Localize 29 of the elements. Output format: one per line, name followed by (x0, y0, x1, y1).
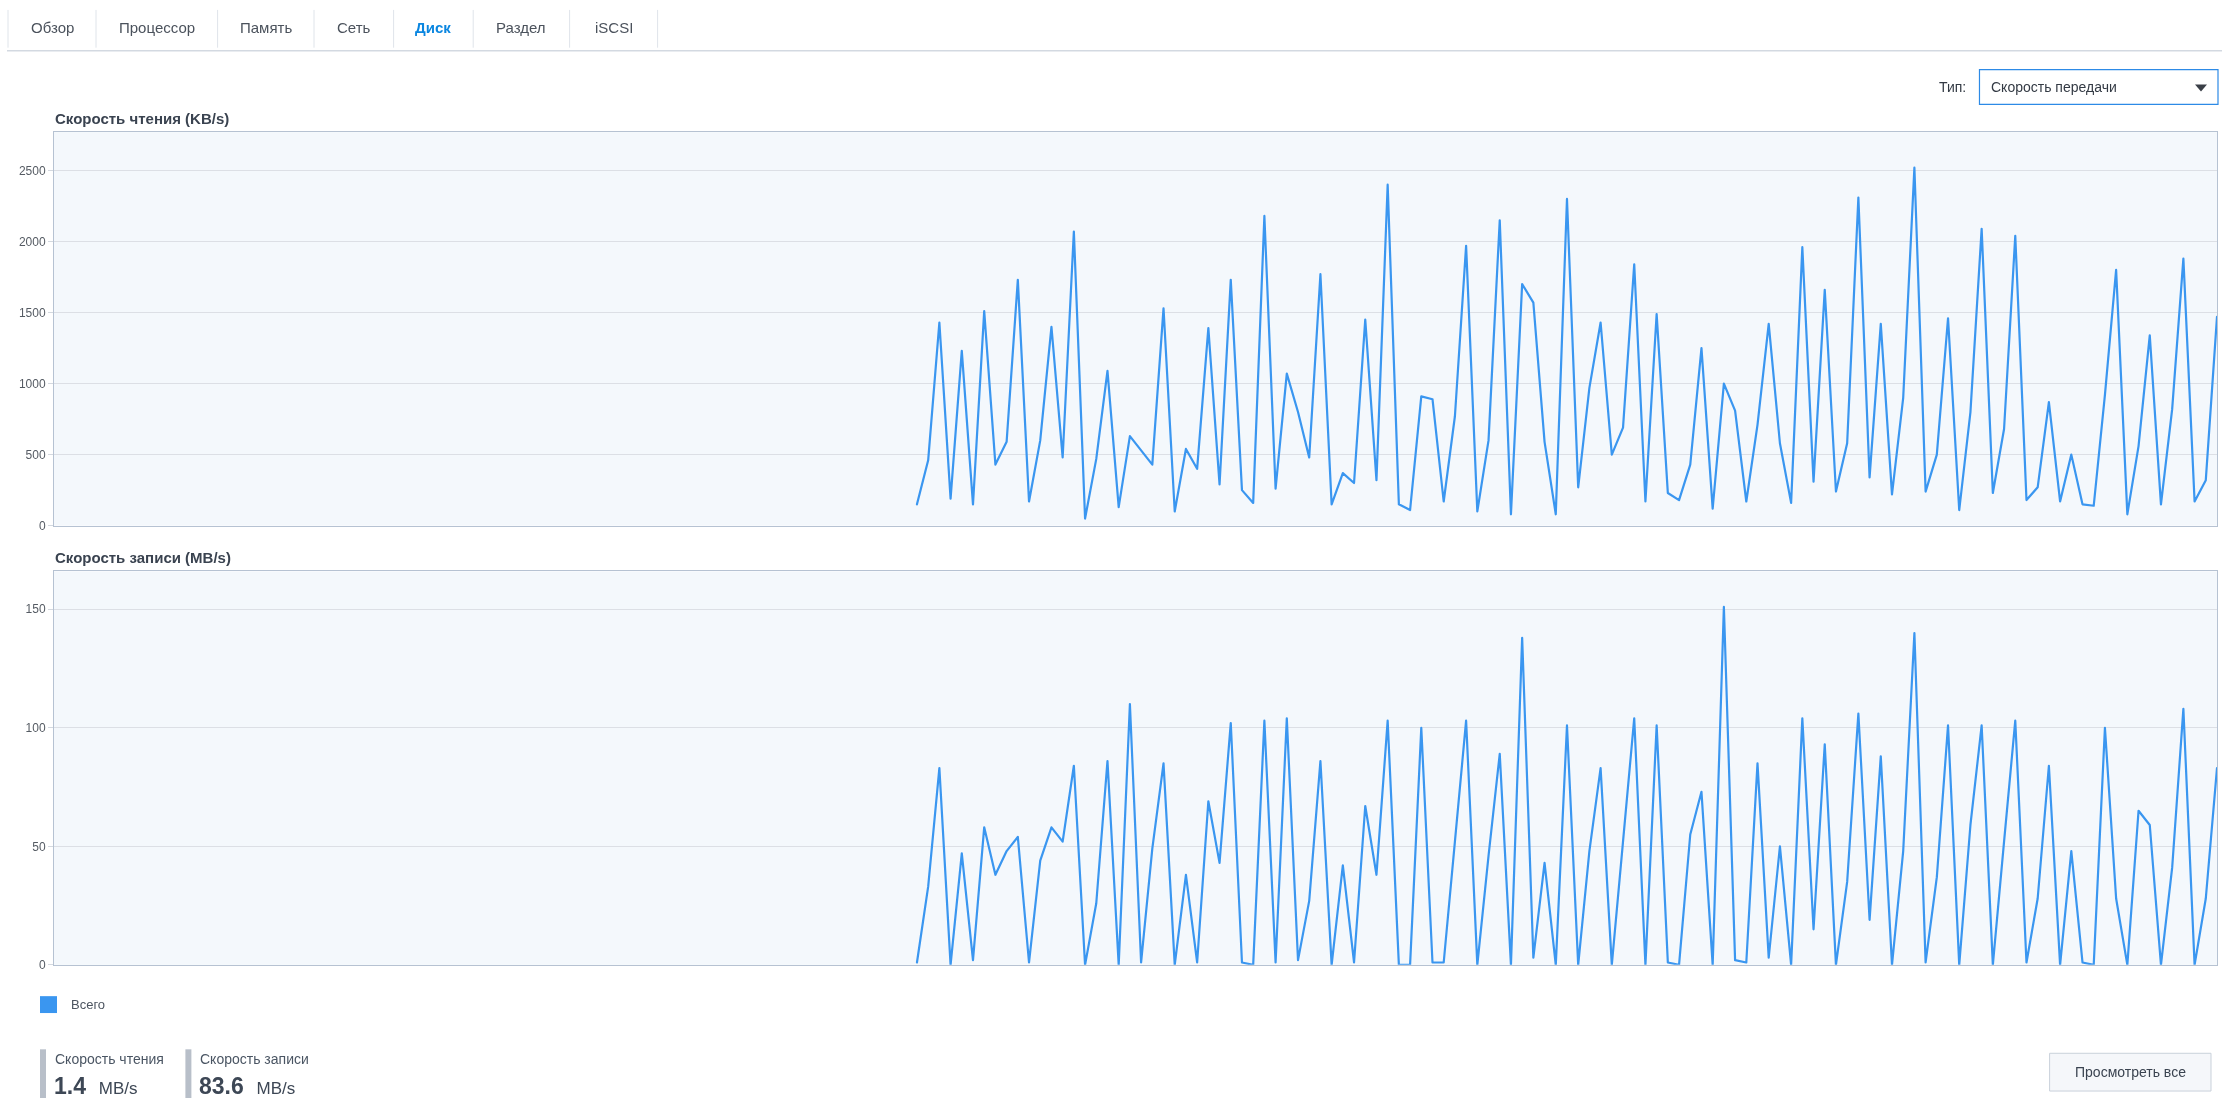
legend-label: Всего (71, 997, 106, 1012)
y-tick-label: 1500 (18, 305, 46, 320)
y-tick-label: 2000 (18, 234, 46, 249)
category-label: iSCSI (595, 19, 634, 36)
category-label: Диск (415, 19, 452, 36)
text: Просмотреть все (2075, 1064, 2187, 1080)
line-series (915, 166, 2217, 520)
text: 83.6 MB/s (199, 1073, 296, 1099)
text: Скорость передачи (1991, 79, 2117, 95)
category-label: Раздел (496, 19, 546, 36)
text: Тип: (1939, 79, 1967, 95)
chart-title: Скорость чтения (KB/s) (55, 110, 230, 127)
category-label: Обзор (31, 19, 75, 36)
y-tick-label: 0 (38, 958, 46, 973)
chart-title: Скорость записи (MB/s) (55, 549, 231, 566)
y-tick-label: 500 (25, 447, 46, 462)
text: 1.4 MB/s (54, 1073, 138, 1099)
text: Скорость чтения (55, 1051, 164, 1067)
category-label: Сеть (337, 19, 371, 36)
category-label: Память (240, 19, 293, 36)
y-tick-label: 0 (38, 518, 46, 533)
y-tick-label: 1000 (18, 376, 46, 391)
category-label: Процессор (119, 19, 196, 36)
y-tick-label: 150 (25, 602, 46, 617)
line-series (915, 605, 2217, 965)
y-tick-label: 50 (32, 839, 46, 854)
text: Скорость записи (200, 1051, 309, 1067)
y-tick-label: 100 (25, 721, 46, 736)
y-tick-label: 2500 (18, 163, 46, 178)
